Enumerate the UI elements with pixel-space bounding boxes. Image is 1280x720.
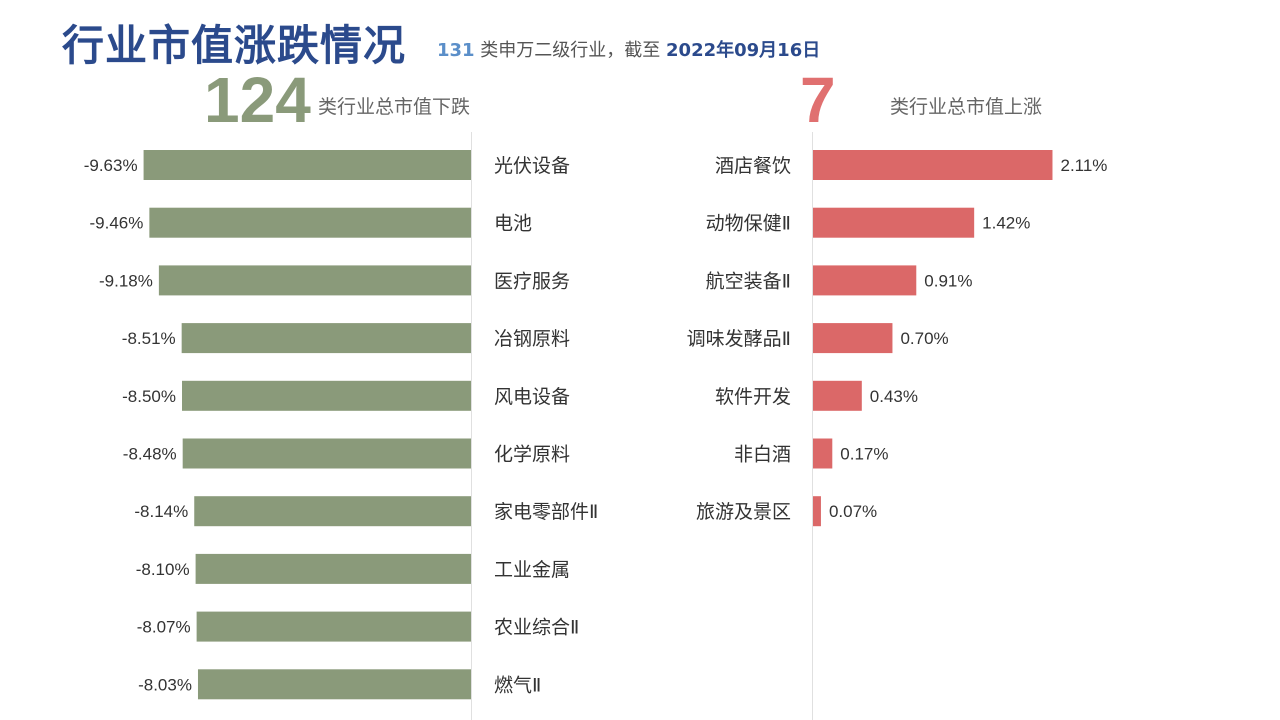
down-bar-category-label: 农业综合Ⅱ <box>494 617 579 639</box>
up-bar-value-label: 2.11% <box>1060 156 1107 175</box>
down-bar-category-label: 光伏设备 <box>494 155 570 177</box>
up-chart-axis <box>812 132 813 720</box>
down-bar-category-label: 风电设备 <box>494 386 570 408</box>
down-bar-value-label: -9.63% <box>84 156 138 175</box>
down-count-label: 类行业总市值下跌 <box>318 96 471 118</box>
down-bar-value-label: -8.48% <box>123 445 177 464</box>
up-bar <box>813 207 975 238</box>
up-bar <box>813 265 917 296</box>
up-bar-category-label: 酒店餐饮 <box>715 155 791 177</box>
down-bar-value-label: -9.46% <box>89 214 143 233</box>
up-bar-value-label: 1.42% <box>982 214 1030 233</box>
down-bar-category-label: 冶钢原料 <box>494 328 570 350</box>
down-bar <box>194 496 472 527</box>
down-bar-value-label: -8.07% <box>137 618 191 637</box>
down-bar-category-label: 电池 <box>494 213 532 235</box>
up-bar-value-label: 0.07% <box>829 502 877 521</box>
page-subtitle: 131 类申万二级行业，截至 2022年09月16日 <box>437 36 820 62</box>
up-bar-category-label: 航空装备Ⅱ <box>706 270 791 292</box>
up-count: 7 <box>800 64 836 136</box>
down-bar-value-label: -8.10% <box>136 560 190 579</box>
down-bar <box>181 323 471 354</box>
down-bar <box>195 553 471 584</box>
down-bar <box>143 150 471 180</box>
down-chart-axis <box>471 132 472 720</box>
up-bar-category-label: 软件开发 <box>715 386 791 408</box>
down-bar-category-label: 医疗服务 <box>494 270 570 292</box>
down-bar <box>158 265 471 296</box>
up-bar-category-label: 调味发酵品Ⅱ <box>687 328 791 350</box>
down-count: 124 <box>204 64 311 136</box>
down-bar <box>182 438 471 469</box>
up-bar-category-label: 旅游及景区 <box>696 501 791 523</box>
subtitle-count: 131 <box>437 40 475 61</box>
down-bar-category-label: 家电零部件Ⅱ <box>494 501 598 523</box>
up-bar-category-label: 动物保健Ⅱ <box>706 213 791 235</box>
up-bar <box>813 438 833 469</box>
down-bar-value-label: -8.14% <box>134 502 188 521</box>
up-bar-value-label: 0.43% <box>870 387 918 406</box>
down-bar-value-label: -9.18% <box>99 271 153 290</box>
down-bar <box>182 380 471 411</box>
down-bar <box>197 669 472 700</box>
up-bar <box>813 323 893 354</box>
up-bar <box>813 380 862 411</box>
up-bar-category-label: 非白酒 <box>734 444 791 466</box>
subtitle-date: 2022年09月16日 <box>666 40 821 61</box>
down-bar-category-label: 工业金属 <box>494 559 570 581</box>
up-bar-value-label: 0.91% <box>924 271 972 290</box>
down-bar-value-label: -8.50% <box>122 387 176 406</box>
down-bar-category-label: 燃气Ⅱ <box>494 674 541 696</box>
up-bar <box>813 150 1053 180</box>
up-bar-value-label: 0.17% <box>840 445 888 464</box>
down-bar-value-label: -8.51% <box>122 329 176 348</box>
down-bar <box>196 611 471 642</box>
down-bar-value-label: -8.03% <box>138 675 192 694</box>
down-bar <box>149 207 472 238</box>
subtitle-text: 类申万二级行业，截至 <box>474 40 667 61</box>
up-bar <box>813 496 821 527</box>
up-bar-value-label: 0.70% <box>900 329 948 348</box>
down-bar-category-label: 化学原料 <box>494 444 570 466</box>
page-title: 行业市值涨跌情况 <box>62 21 407 70</box>
up-count-label: 类行业总市值上涨 <box>890 96 1043 118</box>
